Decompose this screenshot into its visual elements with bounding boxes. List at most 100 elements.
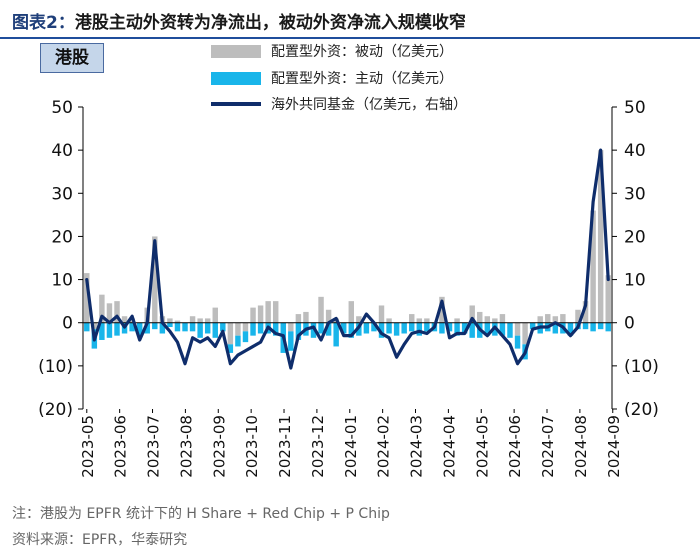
line-point-21 <box>244 350 247 352</box>
line-point-64 <box>569 335 572 337</box>
bar-active-5 <box>121 322 128 334</box>
legend-hedge: 海外共同基金（亿美元，右轴） <box>211 94 467 114</box>
line-point-18 <box>222 330 224 332</box>
bar-active-48 <box>446 322 453 332</box>
bar-active-23 <box>257 322 264 334</box>
bar-active-66 <box>582 322 589 330</box>
bar-active-45 <box>424 322 430 332</box>
bar-active-32 <box>325 322 332 336</box>
line-point-34 <box>343 335 345 337</box>
bar-passive-8 <box>144 307 150 323</box>
bar-active-39 <box>378 322 385 338</box>
line-point-3 <box>108 322 111 324</box>
chart-title: 图表2：港股主动外资转为净流出，被动外资净流入规模收窄 <box>12 8 466 33</box>
bar-active-3 <box>106 322 113 338</box>
bar-active-58 <box>522 344 528 360</box>
bar-passive-16 <box>204 318 211 323</box>
x-tick-label: 2023-08 <box>177 415 195 478</box>
line-point-45 <box>426 332 428 335</box>
line-point-2 <box>101 315 103 317</box>
line-point-29 <box>305 328 307 330</box>
line-point-25 <box>275 332 277 335</box>
y-left-tick-label: 10 <box>51 271 73 291</box>
bar-passive-36 <box>356 316 362 323</box>
series-line-hedge <box>85 148 610 370</box>
bar-passive-63 <box>560 314 566 323</box>
line-point-61 <box>547 326 549 328</box>
bar-passive-5 <box>121 316 128 323</box>
bar-passive-68 <box>597 150 604 323</box>
line-point-53 <box>486 335 488 337</box>
line-point-7 <box>139 339 141 341</box>
bar-active-37 <box>363 322 370 334</box>
bar-passive-49 <box>454 318 460 323</box>
line-point-65 <box>577 326 579 328</box>
bar-active-57 <box>514 335 521 349</box>
y-left-tick-label: (10) <box>38 357 73 377</box>
bar-active-33 <box>333 322 339 347</box>
legend-hedge-swatch <box>211 102 261 106</box>
bar-passive-53 <box>484 316 491 323</box>
legend-hedge-label: 海外共同基金（亿美元，右轴） <box>271 97 467 113</box>
x-tick-label: 2024-07 <box>539 415 557 478</box>
bar-passive-52 <box>477 311 483 323</box>
bar-active-30 <box>310 322 317 338</box>
bar-active-17 <box>212 322 218 338</box>
bar-active-42 <box>401 322 407 334</box>
bar-passive-32 <box>325 309 332 323</box>
bar-active-9 <box>152 322 158 330</box>
bar-passive-39 <box>378 305 385 323</box>
y-left-tick-label: 0 <box>62 314 73 334</box>
x-tick-label: 2023-09 <box>210 415 228 478</box>
bar-passive-25 <box>272 301 279 323</box>
y-right-tick-label: 50 <box>624 98 646 118</box>
y-left-tick-label: 50 <box>51 98 73 118</box>
bar-passive-51 <box>469 305 475 323</box>
bar-active-25 <box>272 322 279 336</box>
line-point-6 <box>131 315 133 317</box>
line-point-47 <box>441 300 443 302</box>
bar-passive-20 <box>235 322 241 336</box>
line-point-10 <box>161 322 163 324</box>
bar-active-16 <box>204 322 211 334</box>
line-point-9 <box>154 240 156 242</box>
line-point-4 <box>116 315 118 317</box>
line-point-63 <box>562 326 564 328</box>
line-point-38 <box>373 322 375 324</box>
bar-passive-29 <box>303 311 309 323</box>
line-point-27 <box>290 367 292 369</box>
line-point-49 <box>456 332 458 335</box>
y-right-tick-label: 40 <box>624 141 646 161</box>
bar-active-44 <box>416 322 423 336</box>
line-point-69 <box>607 278 609 281</box>
x-tick-label: 2024-01 <box>342 415 360 478</box>
footer-source: 资料来源：EPFR，华泰研究 <box>12 532 188 548</box>
bar-passive-1 <box>91 322 98 330</box>
line-point-23 <box>259 341 262 343</box>
bar-passive-57 <box>514 322 521 336</box>
line-point-32 <box>328 322 330 324</box>
line-point-35 <box>350 335 352 337</box>
chart-title-text: 港股主动外资转为净流出，被动外资净流入规模收窄 <box>74 13 466 33</box>
bar-passive-60 <box>537 316 543 323</box>
bar-active-8 <box>144 322 150 334</box>
chart-title-prefix: 图表2： <box>12 13 75 33</box>
legend-active-label: 配置型外资：主动（亿美元） <box>271 71 453 87</box>
y-left-tick-label: 30 <box>51 184 73 204</box>
bar-passive-14 <box>189 316 196 323</box>
bar-passive-58 <box>522 322 528 345</box>
bar-active-6 <box>129 322 135 332</box>
bar-active-28 <box>295 322 302 340</box>
bar-active-53 <box>484 322 491 336</box>
line-point-26 <box>282 335 284 337</box>
bar-active-49 <box>454 322 460 336</box>
bar-passive-44 <box>416 318 423 323</box>
bar-passive-3 <box>106 303 113 323</box>
bar-passive-10 <box>159 316 166 323</box>
bar-active-61 <box>545 322 551 332</box>
x-tick-label: 2024-08 <box>572 415 590 478</box>
bar-active-18 <box>220 322 226 332</box>
bar-active-31 <box>318 322 324 334</box>
bar-active-21 <box>242 331 249 343</box>
line-point-42 <box>403 343 405 345</box>
